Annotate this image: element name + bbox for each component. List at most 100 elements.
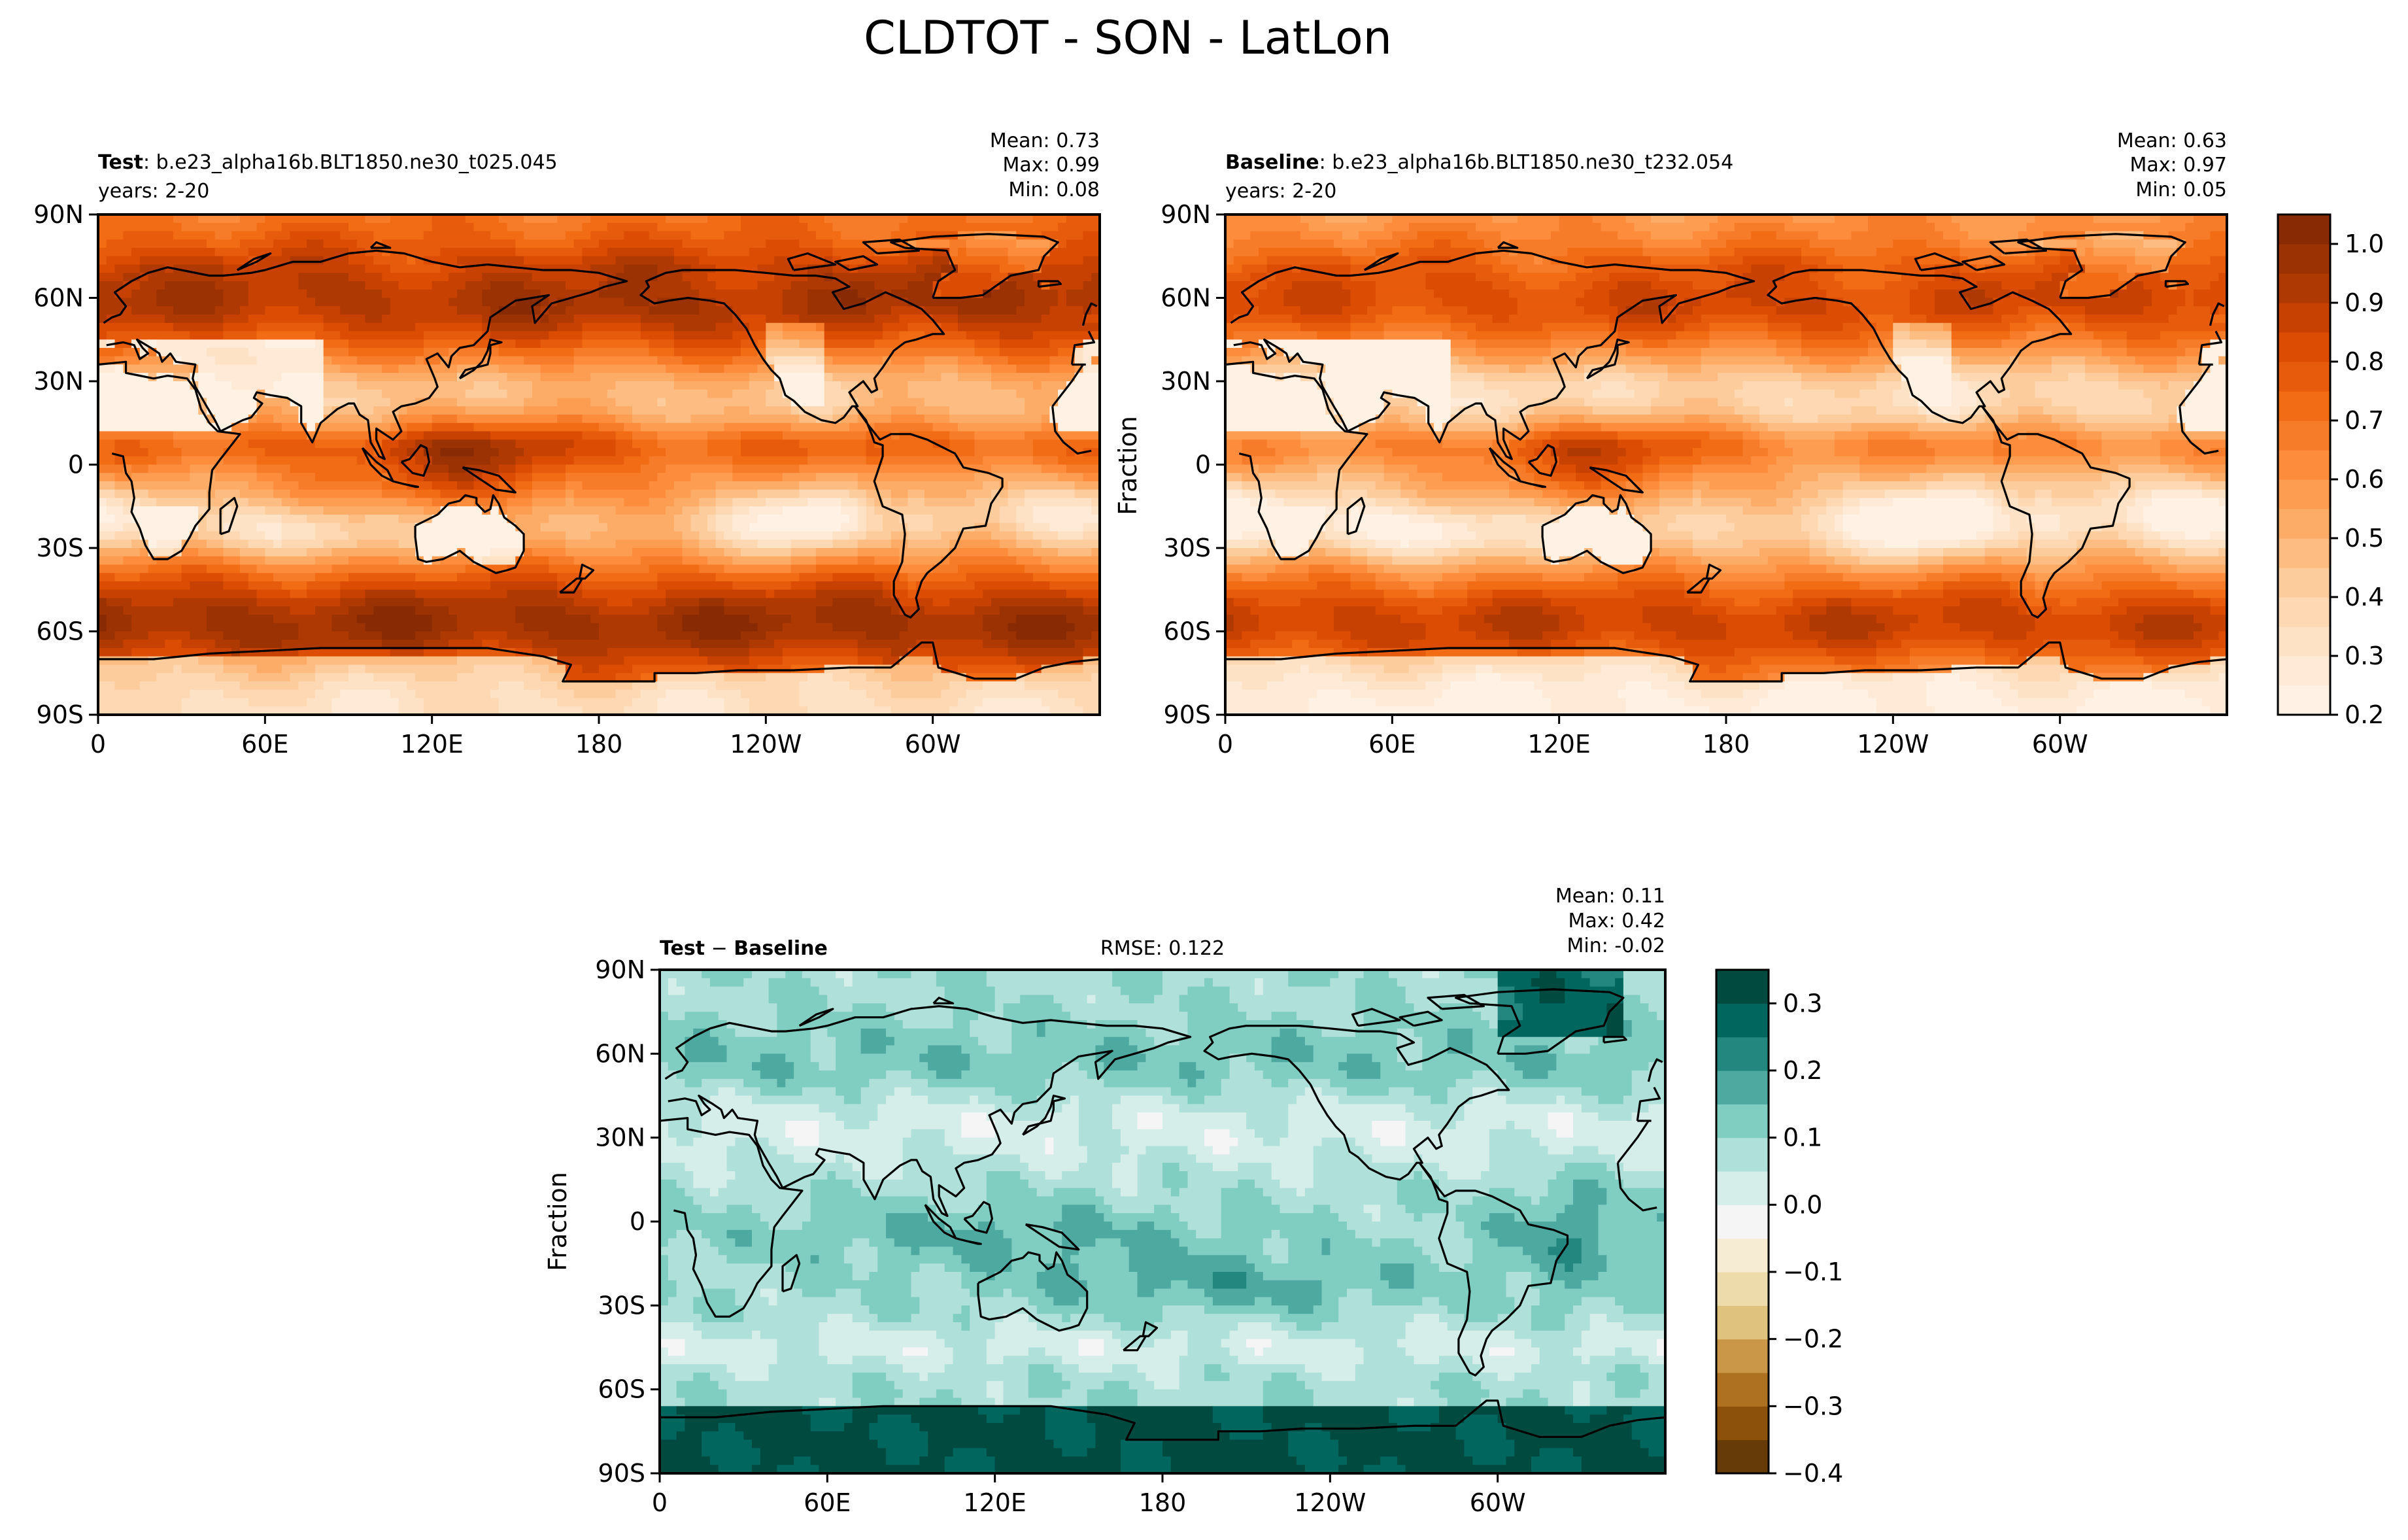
field-cell (1179, 995, 1230, 1004)
field-cell (902, 1389, 937, 1399)
coastline (890, 233, 1059, 299)
field-cell (1225, 598, 1234, 607)
field-cell (693, 1196, 811, 1206)
field-cell (1968, 231, 2019, 241)
field-cell (1263, 1347, 1365, 1357)
field-cell (1589, 1389, 1616, 1399)
field-cell (1565, 1322, 1591, 1331)
field-cell (849, 489, 867, 499)
field-cell (1492, 264, 1518, 274)
field-cell (1283, 289, 1351, 299)
field-cell (281, 581, 307, 590)
field-cell (1734, 389, 1835, 399)
field-cell (886, 1045, 928, 1055)
field-cell (699, 648, 750, 657)
field-cell (1016, 281, 1042, 290)
field-cell (832, 356, 883, 366)
colorbar-level (2278, 214, 2330, 245)
field-cell (957, 422, 1042, 432)
field-cell (953, 1012, 979, 1021)
field-cell (2177, 356, 2203, 366)
field-cell (715, 298, 783, 307)
field-cell (590, 564, 650, 574)
field-cell (1542, 631, 1569, 641)
field-cell (1531, 1305, 1574, 1314)
field-cell (899, 222, 1059, 232)
field-cell (1266, 498, 1285, 507)
field-cell (498, 498, 508, 507)
field-cell (331, 615, 358, 624)
field-cell (1876, 248, 1961, 257)
field-cell (1120, 1129, 1205, 1138)
field-cell (1225, 648, 1259, 657)
field-cell (2010, 581, 2019, 590)
field-cell (1893, 673, 1935, 682)
field-cell (524, 231, 566, 241)
lon-tick-label: 120W (730, 730, 802, 759)
field-cell (98, 706, 182, 715)
field-cell (265, 448, 375, 457)
field-cell (760, 1087, 803, 1097)
field-cell (2010, 681, 2077, 691)
field-cell (1087, 1280, 1138, 1290)
field-cell (1041, 256, 1084, 265)
field-cell (1509, 439, 1527, 449)
field-cell (173, 306, 216, 315)
field-cell (2160, 573, 2227, 582)
field-cell (1225, 556, 1251, 566)
field-cell (2060, 515, 2128, 524)
field-cell (98, 264, 116, 274)
field-cell (557, 681, 633, 691)
field-cell (1640, 995, 1665, 1004)
field-cell (1467, 306, 1518, 315)
field-cell (1876, 381, 1902, 390)
field-cell (1225, 248, 1259, 257)
field-cell (1300, 231, 1343, 241)
field-cell (415, 689, 491, 699)
field-cell (1112, 1364, 1138, 1373)
field-cell (907, 589, 917, 599)
field-cell (1876, 656, 1910, 666)
field-cell (248, 315, 324, 324)
field-cell (440, 506, 483, 515)
field-cell (1926, 481, 1986, 490)
field-cell (2177, 364, 2203, 374)
field-cell (978, 1406, 1021, 1415)
field-cell (1834, 448, 1869, 457)
field-cell (490, 231, 524, 241)
field-cell (323, 239, 358, 248)
field-cell (794, 1154, 836, 1163)
field-cell (1935, 222, 1961, 232)
field-cell (106, 623, 132, 632)
coastline (2197, 330, 2223, 365)
field-cell (1648, 1448, 1665, 1458)
field-cell (1984, 539, 2019, 549)
field-cell (2118, 373, 2203, 382)
field-cell (749, 373, 775, 382)
field-cell (1070, 1012, 1189, 1021)
field-cell (256, 664, 282, 674)
field-cell (1372, 1238, 1382, 1248)
field-cell (256, 598, 341, 607)
field-cell (240, 306, 266, 315)
test-years: years: 2-20 (98, 180, 209, 203)
field-cell (1901, 373, 1952, 382)
field-cell (1128, 1146, 1147, 1155)
field-cell (2193, 615, 2227, 624)
field-cell (1408, 248, 1476, 257)
field-cell (607, 248, 675, 257)
field-cell (949, 239, 967, 248)
field-cell (1120, 986, 1163, 996)
field-cell (1383, 473, 1410, 482)
field-cell (1901, 356, 1944, 366)
field-cell (365, 598, 424, 607)
field-cell (1112, 978, 1163, 987)
field-cell (1609, 289, 1669, 299)
field-cell (852, 978, 937, 987)
field-cell (790, 564, 817, 574)
field-cell (1631, 1423, 1665, 1432)
field-cell (1692, 473, 1786, 482)
field-cell (1020, 1406, 1046, 1415)
colorbar-level (2278, 509, 2330, 539)
field-cell (1859, 356, 1894, 366)
